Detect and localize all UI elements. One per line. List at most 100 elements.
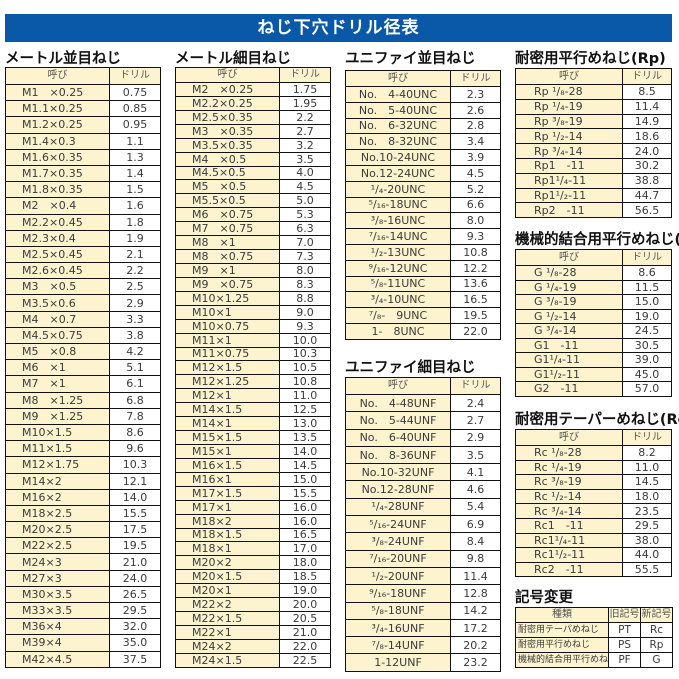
table-row: M18×1.5 16.5 [175, 527, 331, 543]
drill-size: 1.4 [109, 164, 161, 183]
table-row: M4.5×0.5 4.0 [175, 165, 331, 181]
thread-size: M2 ×0.25 [175, 82, 280, 97]
thread-size: M5.5×0.5 [175, 193, 280, 209]
drill-size: 1.9 [109, 229, 161, 247]
old-symbol: PS [608, 637, 641, 653]
table-header-row: 呼び ドリル [345, 70, 501, 87]
drill-size: 15.0 [622, 294, 672, 310]
drill-size: 8.4 [450, 532, 501, 551]
table-row: 耐密用テーパめねじ PT Rc [515, 622, 673, 638]
table-row: No. 6-40UNF 2.9 [345, 428, 501, 447]
table-header-row: 呼び ドリル [515, 68, 672, 85]
table-row: Rp1¹/₂-11 44.7 [515, 187, 672, 204]
table-row: G ¹/₂-14 19.0 [515, 308, 672, 324]
drill-size: 10.8 [450, 243, 501, 261]
thread-size: M17×1.5 [175, 485, 280, 501]
table-row: M18×1 17.0 [175, 541, 331, 557]
thread-size: M6 ×0.75 [175, 207, 280, 223]
table-row: M1 ×0.25 0.75 [5, 83, 161, 102]
table-row: ³/₄-10UNC 16.5 [345, 291, 501, 309]
table-row: M27×3 24.0 [5, 569, 161, 587]
thread-size: M2.3×0.4 [5, 229, 110, 247]
table-row: G ¹/₈-28 8.6 [515, 265, 672, 281]
thread-size: M33×3.5 [5, 601, 110, 620]
table-row: ⁵/₈-11UNC 13.6 [345, 275, 501, 293]
table-row: M6 ×0.75 5.3 [175, 207, 331, 223]
section-title-metric-fine: メートル細目ねじ [175, 51, 291, 67]
drill-size: 20.0 [279, 597, 331, 613]
table-row: M15×1.5 13.5 [175, 430, 331, 445]
thread-size: M22×2.5 [5, 537, 110, 555]
drill-size: 13.6 [450, 275, 501, 293]
thread-size: M15×1.5 [175, 430, 280, 445]
drill-size: 2.2 [109, 262, 161, 280]
drill-size: 8.5 [622, 84, 672, 100]
header-name: 呼び [515, 68, 623, 85]
thread-size: M14×2 [5, 472, 110, 490]
drill-size: 19.0 [622, 308, 672, 324]
table-row: M1.6×0.35 1.3 [5, 148, 161, 166]
drill-size: 8.0 [450, 212, 501, 230]
table-row: M2.2×0.45 1.8 [5, 213, 161, 231]
table-row: M10×1.25 8.8 [175, 290, 331, 306]
thread-size: ⁹/₁₆-18UNF [345, 584, 451, 603]
thread-size: M2.2×0.25 [175, 95, 280, 111]
thread-size: M1.1×0.25 [5, 100, 110, 118]
drill-size: 20.5 [279, 611, 331, 626]
thread-size: G1 -11 [515, 337, 623, 353]
thread-size: M20×1 [175, 583, 280, 599]
thread-size: M10×1.25 [175, 290, 280, 306]
table-row: M20×2 18.0 [175, 555, 331, 571]
thread-size: M30×3.5 [5, 585, 110, 604]
thread-size: No.12-24UNC [345, 164, 451, 182]
thread-size: M36×4 [5, 618, 110, 636]
table-row: No.10-24UNC 3.9 [345, 149, 501, 166]
thread-size: No.10-32UNF [345, 463, 451, 482]
drill-size: 21.0 [279, 624, 331, 640]
thread-size: M18×1.5 [175, 527, 280, 543]
drill-size: 16.5 [450, 291, 501, 309]
table-row: M3.5×0.6 2.9 [5, 294, 161, 312]
thread-size: M4 ×0.7 [5, 310, 110, 328]
drill-size: 55.5 [622, 561, 672, 578]
drill-size: 57.0 [622, 381, 672, 397]
thread-size: M12×1 [175, 388, 280, 404]
table-row: M24×1.5 22.5 [175, 652, 331, 668]
thread-size: M4.5×0.5 [175, 165, 280, 181]
drill-size: 30.5 [622, 337, 672, 353]
drill-size: 35.0 [109, 634, 161, 652]
thread-size: ³/₈-24UNF [345, 532, 451, 551]
table-row: M2.5×0.45 2.1 [5, 245, 161, 264]
table-row: No.12-24UNC 4.5 [345, 164, 501, 182]
thread-size: M4.5×0.75 [5, 326, 110, 345]
table-row: Rc ¹/₄-19 11.0 [515, 459, 672, 476]
table-row: M2 ×0.4 1.6 [5, 197, 161, 215]
table-metric-coarse: 呼び ドリル M1 ×0.25 0.75 M1.1×0.25 0.85 M1.2×0.25 0… [5, 67, 161, 668]
drill-size: 4.5 [450, 164, 501, 182]
thread-size: ¹/₂-13UNC [345, 243, 451, 261]
thread-size: M1.4×0.3 [5, 132, 110, 150]
thread-size: Rp1¹/₂-11 [515, 187, 623, 204]
thread-size: ⁷/₈-14UNF [345, 636, 451, 655]
thread-size: M18×2.5 [5, 504, 110, 523]
thread-size: M2.5×0.45 [5, 245, 110, 264]
table-row: Rc ³/₄-14 23.5 [515, 503, 672, 519]
drill-size: 14.2 [450, 601, 501, 620]
thread-size: G ¹/₈-28 [515, 265, 623, 281]
thread-size: ³/₈-16UNC [345, 212, 451, 230]
header-drill: ドリル [622, 68, 672, 85]
drill-size: 1.8 [109, 213, 161, 231]
thread-size: M42×4.5 [5, 650, 110, 668]
table-row: Rp1¹/₄-11 38.8 [515, 172, 672, 189]
table-row: Rc1 -11 29.5 [515, 517, 672, 534]
table-row: 1- 8UNC 22.0 [345, 322, 501, 340]
drill-size: 0.85 [109, 100, 161, 118]
table-unified-coarse: 呼び ドリル No. 4-40UNC 2.3 No. 5-40UNC 2.6 No. 6-3… [345, 70, 501, 340]
header-drill: ドリル [450, 70, 501, 87]
thread-size: M14×1 [175, 416, 280, 432]
table-row: Rp1 -11 30.2 [515, 157, 672, 174]
thread-size: M20×2.5 [5, 521, 110, 539]
drill-size: 10.0 [279, 332, 331, 348]
table-row: 機械的結合用平行めねじ PF G [515, 652, 673, 668]
thread-type: 機械的結合用平行めねじ [515, 652, 609, 668]
